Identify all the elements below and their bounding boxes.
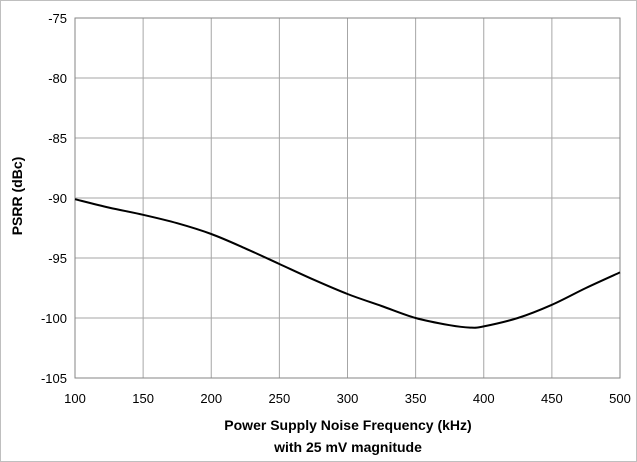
x-axis-ticks: 100 150 200 250 300 350 400 450 500 (64, 391, 631, 406)
series-layer (74, 198, 621, 329)
y-tick-label: -90 (48, 191, 67, 206)
x-axis-subtitle: with 25 mV magnitude (273, 439, 422, 455)
y-tick-label: -80 (48, 71, 67, 86)
y-axis-ticks: -75 -80 -85 -90 -95 -100 -105 (41, 11, 67, 386)
plot-area-border (74, 17, 621, 379)
x-tick-label: 250 (269, 391, 291, 406)
x-tick-label: 350 (405, 391, 427, 406)
y-tick-label: -100 (41, 311, 67, 326)
grid (74, 17, 621, 379)
y-tick-label: -85 (48, 131, 67, 146)
x-tick-label: 300 (337, 391, 359, 406)
x-tick-label: 450 (541, 391, 563, 406)
y-tick-label: -95 (48, 251, 67, 266)
x-tick-label: 500 (609, 391, 631, 406)
x-tick-label: 100 (64, 391, 86, 406)
series-line-0 (74, 198, 621, 329)
x-axis-title: Power Supply Noise Frequency (kHz) (224, 417, 471, 433)
y-tick-label: -75 (48, 11, 67, 26)
y-axis-title: PSRR (dBc) (9, 157, 25, 236)
plot-area (74, 17, 621, 379)
x-tick-label: 150 (132, 391, 154, 406)
x-tick-label: 400 (473, 391, 495, 406)
y-tick-label: -105 (41, 371, 67, 386)
x-tick-label: 200 (200, 391, 222, 406)
